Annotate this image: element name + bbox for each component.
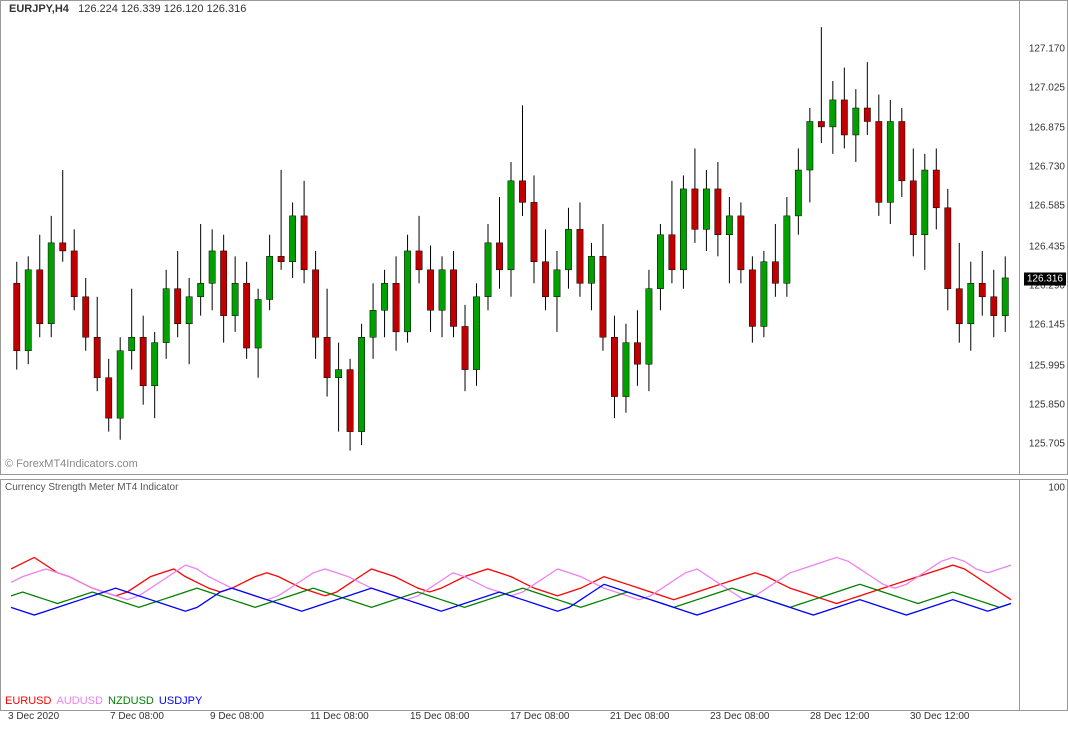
y-tick: 127.170 xyxy=(1029,43,1065,54)
y-tick: 125.995 xyxy=(1029,360,1065,371)
x-tick: 23 Dec 08:00 xyxy=(710,711,770,722)
indicator-panel[interactable]: Currency Strength Meter MT4 Indicator EU… xyxy=(0,479,1020,711)
indicator-ymax: 100 xyxy=(1048,483,1065,494)
y-tick: 125.850 xyxy=(1029,399,1065,410)
y-tick: 126.585 xyxy=(1029,201,1065,212)
x-tick: 21 Dec 08:00 xyxy=(610,711,670,722)
current-price-tag: 126.316 xyxy=(1024,272,1066,285)
x-tick: 17 Dec 08:00 xyxy=(510,711,570,722)
y-tick: 125.705 xyxy=(1029,438,1065,449)
main-y-axis: 127.170 127.025 126.875 126.730 126.585 126.4… xyxy=(1020,0,1068,475)
x-tick: 11 Dec 08:00 xyxy=(310,711,369,722)
y-tick: 126.875 xyxy=(1029,123,1065,134)
y-tick: 126.145 xyxy=(1029,320,1065,331)
x-tick: 30 Dec 12:00 xyxy=(910,711,970,722)
legend-item: USDJPY xyxy=(159,695,202,707)
y-tick: 126.730 xyxy=(1029,162,1065,173)
indicator-y-axis: 100 xyxy=(1020,479,1068,711)
main-candlestick-chart[interactable]: EURJPY,H4 126.224 126.339 126.120 126.31… xyxy=(0,0,1020,475)
candlestick-svg xyxy=(1,1,1021,476)
mt4-chart-container: EURJPY,H4 126.224 126.339 126.120 126.31… xyxy=(0,0,1068,736)
x-tick: 3 Dec 2020 xyxy=(8,711,59,722)
x-axis: 3 Dec 2020 7 Dec 08:00 9 Dec 08:00 11 Dec 0… xyxy=(0,711,1020,729)
legend-item: EURUSD xyxy=(5,695,55,707)
legend-item: NZDUSD xyxy=(108,695,157,707)
x-tick: 7 Dec 08:00 xyxy=(110,711,164,722)
y-tick: 127.025 xyxy=(1029,82,1065,93)
x-tick: 28 Dec 12:00 xyxy=(810,711,870,722)
indicator-legend: EURUSD AUDUSD NZDUSD USDJPY xyxy=(5,695,204,707)
watermark-text: © ForexMT4Indicators.com xyxy=(5,458,138,470)
x-tick: 9 Dec 08:00 xyxy=(210,711,264,722)
x-tick: 15 Dec 08:00 xyxy=(410,711,470,722)
legend-item: AUDUSD xyxy=(57,695,107,707)
indicator-svg xyxy=(1,480,1021,712)
y-tick: 126.435 xyxy=(1029,241,1065,252)
